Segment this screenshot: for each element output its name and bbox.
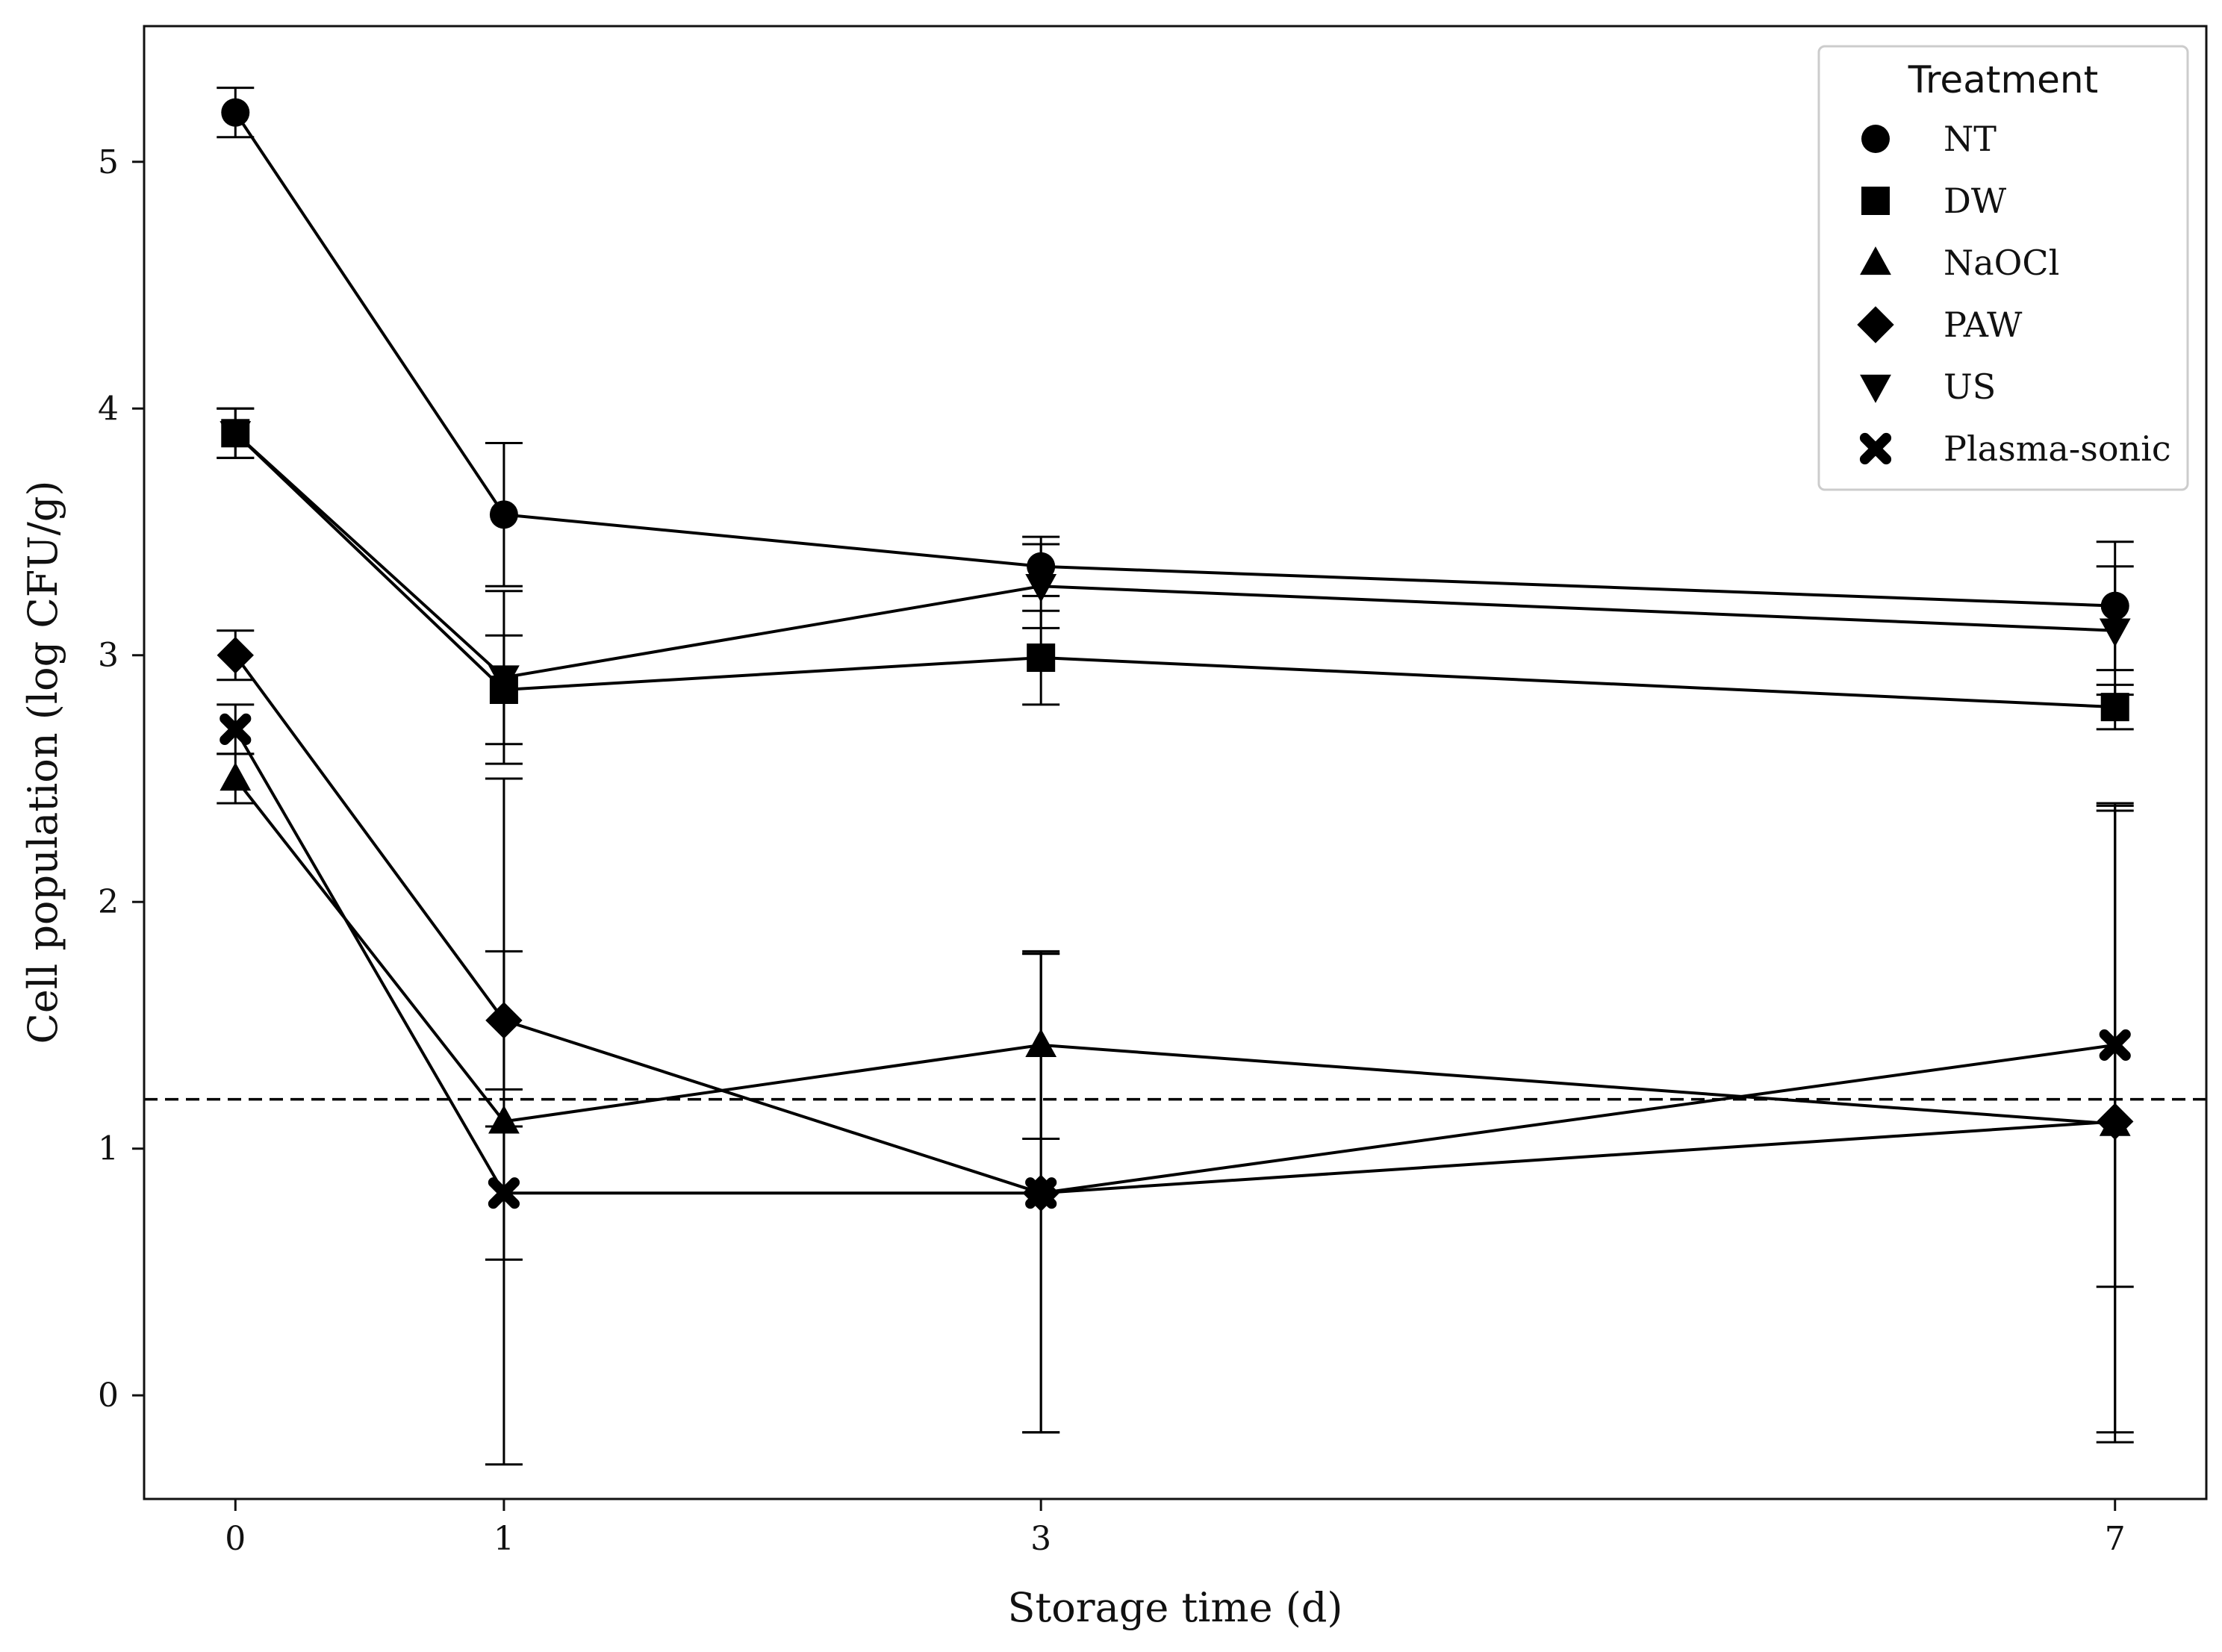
y-tick-label: 5: [98, 143, 119, 181]
data-point: [488, 1105, 520, 1134]
data-point: [2099, 1029, 2131, 1061]
axes: 0 1 3 7 0 1 2 3 4 5: [98, 143, 2126, 1558]
plot-area: [144, 87, 2206, 1466]
data-point: [489, 500, 518, 529]
legend-marker: [1859, 432, 1892, 465]
series-line: [234, 728, 2115, 1195]
series-line: [234, 111, 2115, 608]
data-point: [221, 98, 250, 127]
data-point: [488, 665, 520, 694]
x-tick-label: 1: [494, 1520, 514, 1558]
y-axis-title: Cell population (log CFU/g): [19, 481, 66, 1044]
y-tick-label: 4: [98, 390, 119, 428]
x-tick-label: 7: [2105, 1520, 2126, 1558]
legend-marker: [1861, 187, 1890, 215]
legend-marker: [1857, 306, 1894, 343]
legend-marker: [1861, 125, 1890, 153]
y-tick-label: 0: [98, 1377, 119, 1415]
legend-entry: Plasma-sonic: [1944, 428, 2171, 469]
x-tick-label: 3: [1030, 1520, 1051, 1558]
legend-marker: [1860, 374, 1891, 403]
data-point: [1027, 552, 1056, 581]
legend-entry: PAW: [1944, 305, 2023, 345]
series-line: [234, 654, 2115, 1195]
plot-frame: [143, 25, 2208, 1500]
y-tick-label: 2: [98, 883, 119, 921]
legend-marker: [1860, 246, 1891, 275]
data-point: [220, 421, 252, 450]
legend-box: [1817, 45, 2189, 491]
data-point: [220, 713, 252, 745]
series-line: [234, 431, 2115, 709]
data-point: [485, 1002, 523, 1039]
data-point: [1027, 643, 1056, 673]
legend: Treatment NT DW NaOCl PAW US Plasma-sonic: [1817, 45, 2189, 491]
data-point: [2099, 618, 2131, 647]
data-point: [1025, 1177, 1057, 1209]
data-point: [1025, 574, 1057, 603]
legend-entry: US: [1944, 367, 1996, 407]
legend-entry: DW: [1944, 181, 2007, 221]
data-point: [220, 762, 252, 791]
data-point: [217, 637, 254, 674]
x-axis-title: Storage time (d): [1008, 1584, 1343, 1631]
data-point: [2097, 1103, 2134, 1141]
legend-entry: NT: [1944, 119, 1997, 159]
x-tick-label: 0: [225, 1520, 246, 1558]
data-point: [1025, 1029, 1057, 1058]
data-point: [2100, 591, 2129, 620]
series-line: [234, 431, 2115, 679]
legend-title: Treatment: [1908, 58, 2098, 102]
y-tick-label: 1: [98, 1130, 119, 1168]
data-point: [488, 1177, 520, 1209]
data-point: [2100, 693, 2129, 722]
series-line: [234, 777, 2115, 1126]
y-tick-label: 3: [98, 637, 119, 675]
legend-entry: NaOCl: [1944, 243, 2059, 283]
